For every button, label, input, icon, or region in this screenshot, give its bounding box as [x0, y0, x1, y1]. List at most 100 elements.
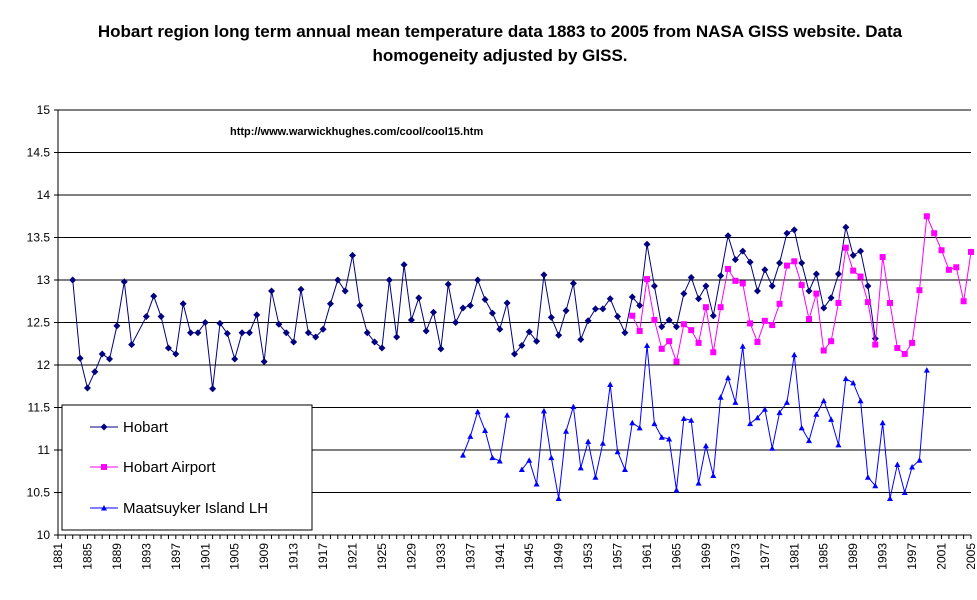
- data-point: [304, 329, 312, 337]
- data-point: [717, 304, 724, 311]
- y-tick-label: 13: [37, 273, 51, 287]
- y-tick-label: 13.5: [27, 231, 51, 245]
- data-point: [474, 276, 482, 284]
- x-tick-label: 1905: [228, 543, 242, 570]
- data-point: [585, 438, 592, 444]
- chart-title: Hobart region long term annual mean temp…: [97, 22, 903, 65]
- y-tick-label: 14: [37, 188, 51, 202]
- series-hobart: [69, 223, 879, 393]
- x-tick-label: 1929: [404, 543, 418, 570]
- data-point: [769, 322, 776, 329]
- y-tick-label: 12: [37, 358, 51, 372]
- data-point: [98, 350, 106, 358]
- data-point: [341, 287, 349, 295]
- data-point: [776, 300, 783, 307]
- data-point: [872, 482, 879, 489]
- data-point: [776, 409, 783, 416]
- x-tick-label: 1945: [522, 543, 536, 570]
- x-tick-label: 1897: [169, 543, 183, 570]
- data-point: [665, 316, 673, 324]
- data-point: [496, 325, 504, 333]
- data-point: [636, 328, 643, 334]
- data-point: [864, 282, 872, 290]
- data-point: [76, 354, 84, 362]
- data-point: [157, 313, 165, 321]
- data-point: [100, 423, 108, 431]
- data-point: [687, 273, 695, 281]
- data-point: [857, 247, 865, 255]
- data-point: [570, 403, 577, 410]
- x-tick-label: 1937: [463, 543, 477, 570]
- data-point: [672, 323, 680, 331]
- data-point: [466, 302, 474, 309]
- data-point: [673, 486, 680, 493]
- data-point: [437, 345, 445, 353]
- data-point: [400, 261, 408, 269]
- data-point: [231, 355, 239, 363]
- series-line: [521, 345, 928, 499]
- data-point: [482, 427, 489, 433]
- data-point: [238, 329, 246, 337]
- x-tick-label: 1957: [611, 543, 625, 570]
- data-point: [835, 299, 842, 306]
- data-point: [828, 338, 835, 345]
- x-tick-label: 1981: [787, 543, 801, 570]
- data-point: [591, 305, 599, 313]
- series-layer: [69, 213, 974, 501]
- data-point: [474, 408, 481, 415]
- data-point: [849, 251, 857, 259]
- data-point: [761, 406, 768, 412]
- data-point: [887, 299, 894, 306]
- data-point: [297, 285, 305, 293]
- x-tick-label: 1917: [316, 543, 330, 570]
- data-point: [621, 329, 629, 337]
- data-point: [518, 466, 525, 473]
- data-point: [518, 341, 526, 349]
- data-point: [128, 341, 136, 349]
- data-point: [599, 440, 606, 446]
- data-point: [628, 293, 636, 301]
- data-point: [968, 248, 974, 255]
- data-point: [334, 276, 342, 284]
- data-point: [680, 290, 688, 298]
- data-point: [909, 339, 916, 346]
- data-point: [725, 265, 732, 272]
- data-point: [864, 299, 871, 306]
- data-point: [187, 329, 195, 337]
- x-tick-label: 1885: [80, 543, 94, 570]
- data-point: [709, 312, 717, 320]
- y-tick-label: 11.5: [28, 401, 51, 415]
- data-point: [828, 416, 835, 422]
- data-point: [894, 461, 901, 467]
- x-tick-label: 2001: [935, 543, 949, 570]
- data-point: [783, 229, 791, 237]
- x-tick-label: 1961: [640, 543, 654, 570]
- data-point: [69, 276, 77, 284]
- data-point: [872, 341, 879, 348]
- data-point: [209, 385, 217, 393]
- data-point: [901, 489, 908, 495]
- data-point: [695, 295, 703, 303]
- data-point: [945, 266, 952, 273]
- data-point: [201, 319, 209, 326]
- data-point: [363, 329, 371, 337]
- data-point: [430, 308, 438, 316]
- data-point: [651, 316, 658, 323]
- data-point: [761, 317, 768, 324]
- data-point: [101, 505, 107, 511]
- data-point: [842, 244, 849, 251]
- data-point: [806, 437, 813, 444]
- data-point: [101, 464, 107, 470]
- data-point: [680, 415, 687, 422]
- data-point: [629, 419, 636, 426]
- data-point: [731, 256, 739, 264]
- data-point: [923, 213, 930, 220]
- data-point: [422, 327, 430, 335]
- data-point: [290, 338, 298, 346]
- x-tick-label: 2005: [964, 543, 977, 570]
- data-point: [820, 304, 828, 312]
- data-point: [761, 266, 769, 274]
- data-point: [909, 464, 916, 470]
- data-point: [569, 279, 577, 287]
